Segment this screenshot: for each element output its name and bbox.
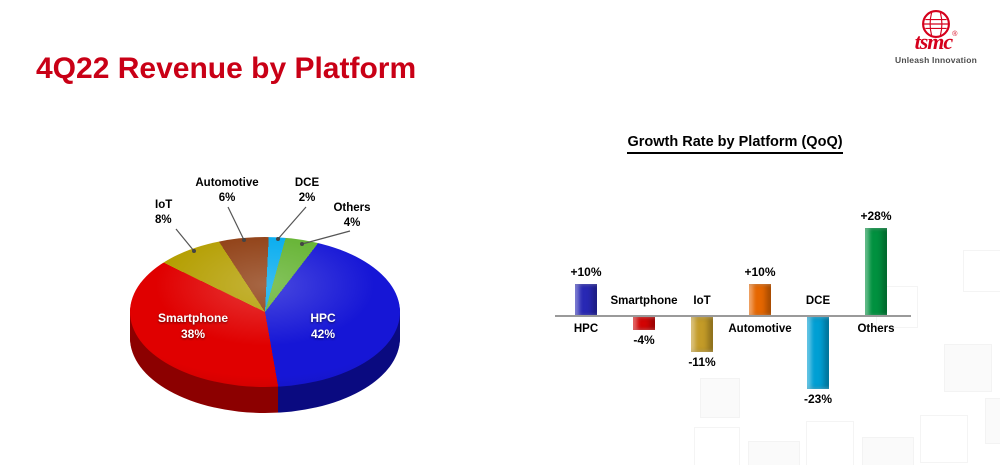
decor-square <box>944 344 992 392</box>
bar-value-hpc: +10% <box>570 265 602 279</box>
pie-callout-name: Automotive <box>195 177 259 189</box>
decor-square <box>806 421 854 465</box>
pie-slice-label-value: 38% <box>180 327 206 342</box>
bar-value-dce: -23% <box>803 392 832 406</box>
pie-slice-label-value: 42% <box>310 327 336 342</box>
growth-chart-title: Growth Rate by Platform (QoQ) <box>535 134 935 154</box>
x-axis-line <box>555 315 911 317</box>
brand-tagline: Unleash Innovation <box>895 55 977 65</box>
growth-chart-title-text: Growth Rate by Platform (QoQ) <box>627 134 843 154</box>
bar-label-smartphone: Smartphone <box>610 295 678 307</box>
pie-callout-others: Others 4% <box>326 201 378 231</box>
wafer-icon <box>922 10 950 38</box>
pie-callout-value: 2% <box>298 191 316 204</box>
pie-gloss <box>130 236 400 388</box>
bar-value-smartphone: -4% <box>633 333 655 347</box>
bar-smartphone <box>633 317 655 330</box>
bar-others <box>865 228 887 316</box>
page-title: 4Q22 Revenue by Platform <box>36 52 417 85</box>
pie-chart: IoT 8% Automotive 6% DCE 2% Others 4% Smartphone… <box>120 165 460 435</box>
bars-container: HPC +10% Smartphone -4% IoT -11% Automotive +10… <box>535 128 935 448</box>
bar-iot <box>691 317 713 352</box>
bar-automotive <box>749 284 771 316</box>
pie-callout-value: 4% <box>343 216 361 229</box>
pie-callout-value: 6% <box>218 191 236 204</box>
bar-label-iot: IoT <box>693 295 711 307</box>
decor-square <box>985 398 1000 444</box>
bar-value-iot: -11% <box>688 355 716 369</box>
bar-label-others: Others <box>857 323 895 335</box>
pie-callout-dce: DCE 2% <box>286 176 328 206</box>
pie-callout-name: DCE <box>294 177 320 189</box>
pie-callout-value: 8% <box>155 213 172 226</box>
tsmc-logo: tsmc® Unleash Innovation <box>886 8 986 65</box>
pie-callout-name: IoT <box>155 199 173 211</box>
pie-slice-label-name: HPC <box>310 311 336 325</box>
decor-square <box>963 250 1000 292</box>
pie-slice-label-smartphone: Smartphone 38% <box>145 310 241 342</box>
pie-callout-iot: IoT 8% <box>155 198 215 228</box>
registered-mark: ® <box>952 31 958 38</box>
bar-label-automotive: Automotive <box>728 323 792 335</box>
decor-square <box>920 415 968 463</box>
bar-label-dce: DCE <box>805 295 831 307</box>
growth-bar-chart: Growth Rate by Platform (QoQ) HPC +10% Sma… <box>535 128 935 448</box>
brand-row: tsmc® <box>915 31 958 53</box>
pie-callout-automotive: Automotive 6% <box>181 176 273 206</box>
bar-hpc <box>575 284 597 316</box>
brand-wordmark: tsmc <box>914 29 954 54</box>
bar-value-others: +28% <box>860 209 892 223</box>
decor-square <box>694 427 740 465</box>
pie-top-surface <box>130 236 400 388</box>
pie-slice-label-hpc: HPC 42% <box>275 310 371 342</box>
pie-callout-name: Others <box>333 202 371 214</box>
bar-value-automotive: +10% <box>744 265 776 279</box>
pie-3d <box>120 165 460 435</box>
bar-label-hpc: HPC <box>573 323 599 335</box>
bar-dce <box>807 317 829 389</box>
pie-slice-label-name: Smartphone <box>157 311 228 325</box>
